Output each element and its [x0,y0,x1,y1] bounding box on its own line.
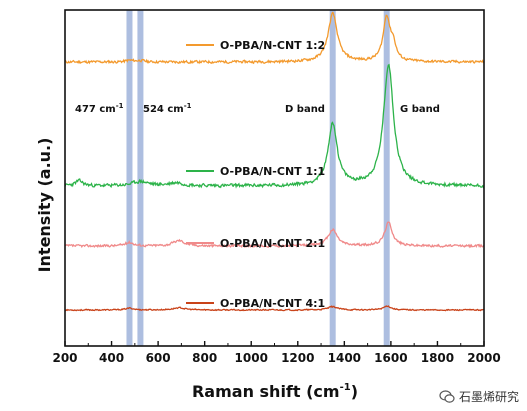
annotations: 477 cm-1 524 cm-1 D band G band [75,102,440,115]
x-tick-label-4: 1000 [235,351,268,365]
x-axis-title-close: ) [351,382,358,401]
watermark: 石墨烯研究 [439,388,519,405]
series-lines [64,11,485,312]
highlight-bands [126,10,390,346]
x-axis-title-sup: -1 [340,382,351,393]
highlight-line-3 [383,10,390,346]
legend-label-0: O-PBA/N-CNT 1:2 [220,39,325,52]
wechat-icon [439,389,455,403]
x-tick-label-7: 1600 [374,351,407,365]
annotation-2: D band [285,104,325,115]
highlight-line-1 [137,10,144,346]
x-tick-label-8: 1800 [421,351,454,365]
x-tick-label-5: 1200 [281,351,314,365]
x-tick-label-2: 600 [146,351,171,365]
y-axis-title: Intensity (a.u.) [35,138,54,273]
series-line-3 [64,305,485,312]
x-tick-label-9: 2000 [467,351,500,365]
x-tick-label-6: 1400 [328,351,361,365]
annotation-1: 524 cm-1 [143,102,192,115]
annotation-0: 477 cm-1 [75,102,124,115]
legend: O-PBA/N-CNT 1:2 O-PBA/N-CNT 1:1 O-PBA/N-CN… [186,39,325,310]
highlight-line-0 [126,10,133,346]
x-tick-label-3: 800 [192,351,217,365]
x-axis-title-main: Raman shift (cm [192,382,340,401]
series-line-2 [65,221,485,249]
series-line-0 [64,11,485,65]
x-tick-label-1: 400 [99,351,124,365]
series-line-1 [64,63,485,189]
legend-label-3: O-PBA/N-CNT 4:1 [220,297,325,310]
legend-label-2: O-PBA/N-CNT 2:1 [220,237,325,250]
watermark-text: 石墨烯研究 [458,390,519,404]
x-tick-label-0: 200 [52,351,77,365]
legend-label-1: O-PBA/N-CNT 1:1 [220,165,325,178]
x-ticks: 200 400 600 800 1000 1200 1400 1600 1800 2000 [52,341,501,365]
annotation-3: G band [400,104,440,115]
x-axis-title: Raman shift (cm-1) [192,382,358,401]
highlight-line-2 [329,10,336,346]
